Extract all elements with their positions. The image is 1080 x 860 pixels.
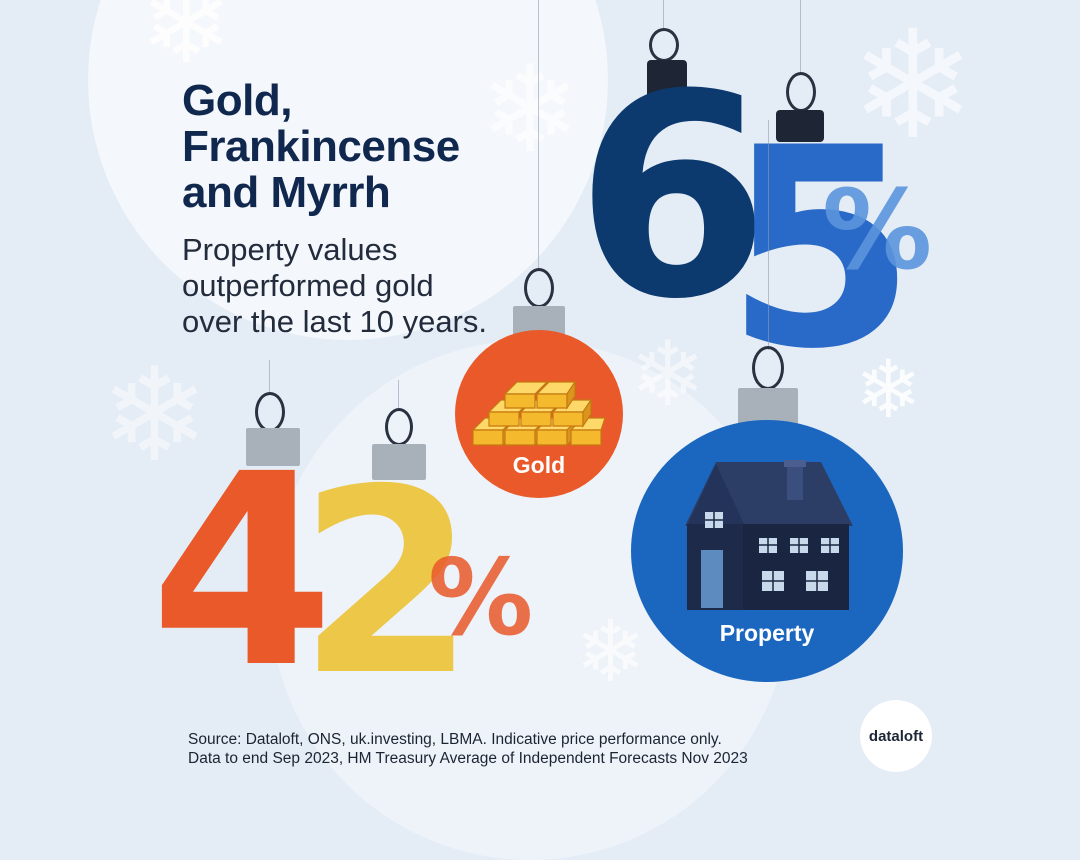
property-label: Property [719,620,815,646]
subtitle: Property values outperformed gold over t… [182,232,487,339]
property-ornament: Property [631,420,903,682]
source-line-2: Data to end Sep 2023, HM Treasury Averag… [188,750,748,768]
page-title: Gold, Frankincense and Myrrh [182,76,460,218]
gold-ornament: Gold [455,330,623,498]
stat-property-percent: % [822,166,933,294]
stat-property-digit-2: 5 [725,89,917,409]
ornament-cap [776,110,824,142]
stat-gold-digit-1: 4 [150,418,335,726]
ornament-string [768,120,769,350]
ornament-string [538,0,539,270]
source-note: Source: Dataloft, ONS, uk.investing, LBM… [188,730,848,768]
stat-gold-digit-2: 2 [298,435,476,732]
snowflake-icon: ❄ [480,43,581,177]
snowflake-icon: ❄ [850,1,976,169]
snowflake-icon: ❄ [630,325,706,425]
ornament-string [398,380,399,410]
ornament-cap [246,428,300,466]
ornament-string [269,360,270,395]
ornament-cap [647,60,687,98]
gold-label: Gold [512,452,566,478]
snowflake-icon: ❄ [575,605,647,700]
ornament-string [800,0,801,72]
ornament-ring [524,268,554,308]
logo-text: dataloft [868,727,924,745]
ornament-string [663,0,664,30]
snowflake-icon: ❄ [855,345,923,434]
snowflake-icon: ❄ [140,0,233,86]
gold-bars-icon [471,380,606,447]
dataloft-logo: dataloft [860,700,932,772]
house-icon [685,460,853,610]
stat-property-digit-1: 6 [575,35,770,361]
source-line-1: Source: Dataloft, ONS, uk.investing, LBM… [188,731,722,748]
stat-gold-percent: % [428,537,534,659]
snowflake-icon: ❄ [100,342,209,488]
ornament-cap [372,444,426,480]
ornament-ring [752,346,784,390]
